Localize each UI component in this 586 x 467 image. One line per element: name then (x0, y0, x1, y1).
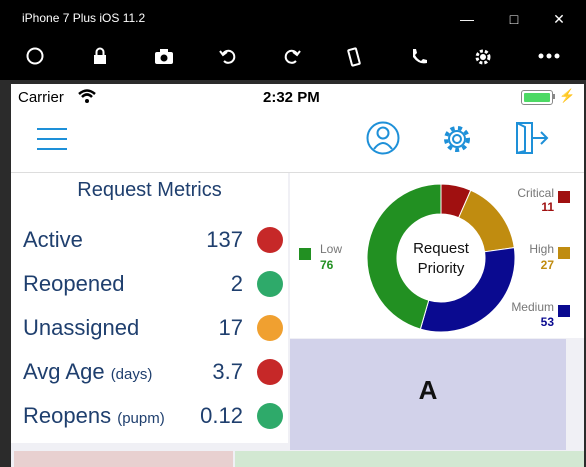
minimize-icon[interactable]: — (460, 11, 474, 27)
user-icon[interactable] (366, 121, 400, 160)
nav-bar (11, 110, 584, 173)
request-priority-chart[interactable]: Request Priority Critical 11 High 27 Medium 53 L… (290, 173, 584, 338)
metric-value: 3.7 (212, 359, 243, 384)
tile-c[interactable] (235, 451, 584, 467)
metric-value: 2 (230, 271, 243, 296)
wifi-icon (77, 88, 97, 109)
lock-icon[interactable] (86, 46, 114, 72)
logout-icon[interactable] (514, 121, 550, 160)
metric-value: 0.12 (200, 403, 243, 428)
tile-a-label: A (418, 375, 438, 405)
metric-row-reopens[interactable]: Reopens (pupm) 0.12 (23, 399, 283, 435)
legend-swatch-low (299, 248, 311, 260)
battery-level (524, 93, 550, 102)
phone-screen: Carrier 2:32 PM ⚡ Request Metrics Active… (11, 84, 584, 467)
more-icon[interactable] (535, 46, 563, 72)
tile-b[interactable] (14, 451, 233, 467)
menu-icon[interactable] (36, 126, 68, 157)
metric-label: Reopened (23, 271, 125, 296)
rotate-left-icon[interactable] (214, 46, 242, 72)
window-title-bar: iPhone 7 Plus iOS 11.2 — □ ✕ (0, 0, 586, 38)
legend-label-high: High (529, 242, 554, 256)
status-dot (257, 359, 283, 385)
carrier-label: Carrier (18, 89, 64, 106)
tile-a[interactable]: A (290, 339, 566, 450)
legend-value-low: 76 (320, 258, 334, 272)
status-dot (257, 271, 283, 297)
legend-value-high: 27 (541, 258, 555, 272)
metrics-title: Request Metrics (77, 179, 222, 201)
shake-icon[interactable] (340, 46, 368, 72)
metric-row-reopened[interactable]: Reopened 2 (23, 267, 283, 303)
simulator-toolbar (0, 38, 586, 80)
slice-low[interactable] (366, 183, 442, 330)
request-metrics-panel: Request Metrics Active 137 Reopened 2 Un… (11, 173, 288, 443)
charging-icon: ⚡ (559, 88, 576, 103)
metric-row-unassigned[interactable]: Unassigned 17 (23, 311, 283, 347)
dashboard: Request Metrics Active 137 Reopened 2 Un… (11, 173, 584, 467)
close-icon[interactable]: ✕ (553, 11, 565, 27)
home-icon[interactable] (21, 46, 49, 72)
battery-cap (553, 94, 555, 99)
legend-swatch-high (558, 247, 570, 259)
metric-label: Reopens (pupm) (23, 403, 165, 428)
maximize-icon[interactable]: □ (509, 11, 519, 27)
camera-icon[interactable] (150, 46, 178, 72)
gear-icon[interactable] (440, 122, 474, 161)
legend-swatch-critical (558, 191, 570, 203)
metric-row-active[interactable]: Active 137 (23, 223, 283, 259)
legend-label-low: Low (320, 242, 342, 256)
metric-value: 17 (218, 315, 243, 340)
clock: 2:32 PM (263, 89, 320, 106)
window-title: iPhone 7 Plus iOS 11.2 (22, 11, 146, 25)
status-bar: Carrier 2:32 PM ⚡ (11, 84, 584, 110)
settings-icon[interactable] (469, 46, 497, 72)
chart-title: Priority (418, 260, 465, 277)
metric-label: Unassigned (23, 315, 140, 340)
battery-icon (521, 90, 553, 105)
legend-value-critical: 11 (541, 200, 554, 214)
legend-label-critical: Critical (517, 186, 554, 200)
metric-label: Active (23, 227, 83, 252)
status-dot (257, 227, 283, 253)
chart-title: Request (413, 240, 470, 257)
metric-value: 137 (206, 227, 243, 252)
status-dot (257, 315, 283, 341)
legend-value-medium: 53 (541, 315, 555, 329)
metric-row-avg-age[interactable]: Avg Age (days) 3.7 (23, 355, 283, 391)
metric-label: Avg Age (days) (23, 359, 153, 384)
call-icon[interactable] (405, 46, 433, 72)
legend-label-medium: Medium (511, 300, 554, 314)
legend-swatch-medium (558, 305, 570, 317)
rotate-right-icon[interactable] (278, 46, 306, 72)
slice-medium[interactable] (419, 247, 516, 333)
status-dot (257, 403, 283, 429)
